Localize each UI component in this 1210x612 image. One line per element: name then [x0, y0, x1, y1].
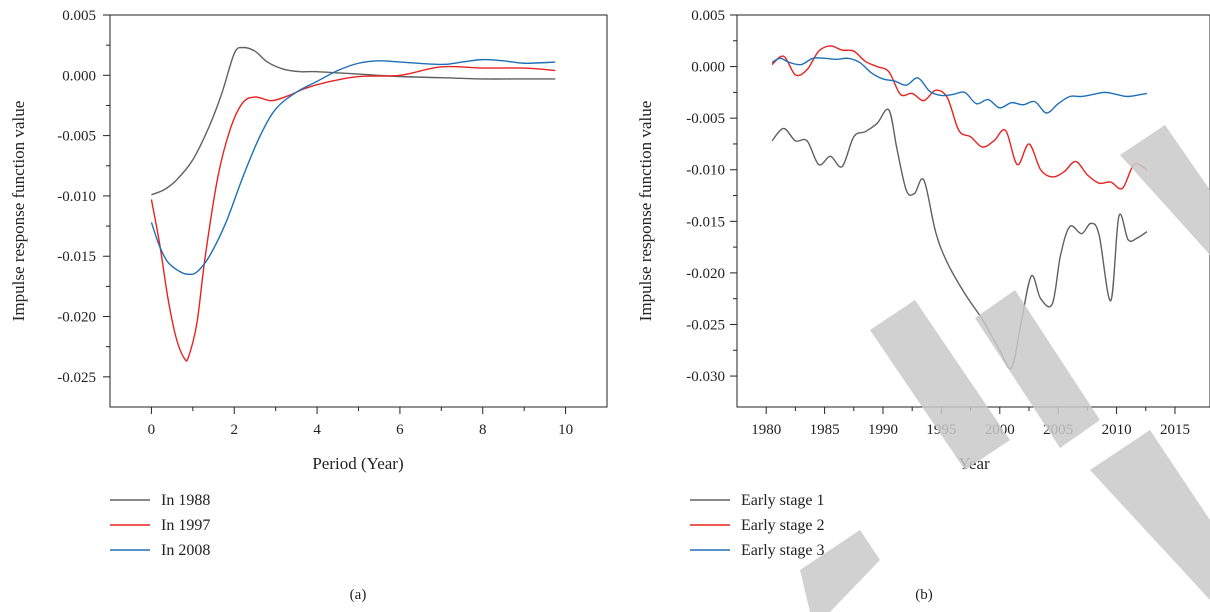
y-axis-label-b: Impulse response function value	[636, 101, 655, 321]
x-tick-label-a: 8	[479, 422, 487, 438]
series-line-a-1	[151, 46, 556, 196]
y-tick-label-b: 0.000	[691, 60, 725, 76]
series-group-a	[150, 46, 556, 362]
watermark-stroke-3	[1090, 430, 1210, 600]
legend-b: Early stage 1 Early stage 2 Early stage 3	[690, 492, 825, 559]
x-tick-label-a: 2	[231, 422, 239, 438]
x-tick-label-b: 2010	[1102, 422, 1132, 438]
watermark-stroke-1	[975, 290, 1100, 448]
y-tick-label-a: -0.015	[57, 249, 96, 265]
y-tick-label-b: -0.030	[686, 369, 725, 385]
x-axis-label-a: Period (Year)	[312, 454, 403, 473]
legend-a: In 1988 In 1997 In 2008	[110, 492, 210, 559]
watermark-stroke-5	[870, 300, 1010, 470]
legend-label-b-2: Early stage 2	[741, 517, 825, 534]
y-tick-label-a: -0.005	[57, 129, 96, 145]
chart-panel-a: 0 2 4 6 8 10 0.005 0.000 -0.005 -0.010 -0.015 -0.0…	[9, 8, 608, 603]
y-tick-label-a: -0.025	[57, 370, 96, 386]
x-tick-label-b: 1985	[810, 422, 840, 438]
y-tick-label-b: -0.005	[686, 111, 725, 127]
y-tick-label-b: -0.025	[686, 317, 725, 333]
series-line-b-1	[771, 108, 1148, 370]
retracted-watermark	[800, 125, 1210, 612]
watermark-stroke-4	[800, 530, 880, 612]
series-line-b-2	[771, 45, 1148, 190]
y-ticks-b: 0.005 0.000 -0.005 -0.010 -0.015 -0.020 -0.025…	[686, 8, 737, 385]
y-tick-label-b: -0.015	[686, 214, 725, 230]
x-tick-label-a: 6	[396, 422, 404, 438]
series-line-a-3	[150, 58, 556, 276]
chart-panel-b: 19801985199019952000200520102015 0.0050.…	[636, 8, 1210, 603]
y-tick-label-a: -0.020	[57, 310, 96, 326]
x-tick-label-b: 1980	[751, 422, 781, 438]
x-tick-label-b: 2015	[1160, 422, 1190, 438]
series-group-b	[771, 45, 1148, 370]
y-tick-label-b: -0.020	[686, 266, 725, 282]
legend-label-b-1: Early stage 1	[741, 492, 825, 509]
plot-frame-b	[736, 14, 1210, 408]
series-line-b-3	[771, 57, 1148, 114]
y-tick-label-a: 0.005	[62, 8, 96, 24]
x-ticks-a: 0 2 4 6 8 10	[148, 407, 573, 438]
series-line-a-2	[150, 65, 556, 362]
legend-label-a-1: In 1988	[161, 492, 210, 509]
y-axis-label-a: Impulse response function value	[9, 101, 28, 321]
y-ticks-a: 0.005 0.000 -0.005 -0.010 -0.015 -0.020 -0.025	[57, 8, 110, 386]
legend-label-b-3: Early stage 3	[741, 542, 825, 559]
y-tick-label-b: -0.010	[686, 163, 725, 179]
y-tick-label-b: 0.005	[691, 8, 725, 24]
y-tick-label-a: -0.010	[57, 189, 96, 205]
legend-label-a-2: In 1997	[161, 517, 210, 534]
caption-a: (a)	[350, 587, 367, 603]
legend-label-a-3: In 2008	[161, 542, 210, 559]
x-tick-label-a: 4	[313, 422, 321, 438]
x-tick-label-b: 1990	[868, 422, 898, 438]
watermark-stroke-2	[1120, 125, 1210, 255]
x-tick-label-a: 0	[148, 422, 156, 438]
caption-b: (b)	[915, 587, 933, 603]
y-tick-label-a: 0.000	[62, 68, 96, 84]
x-tick-label-a: 10	[558, 422, 573, 438]
